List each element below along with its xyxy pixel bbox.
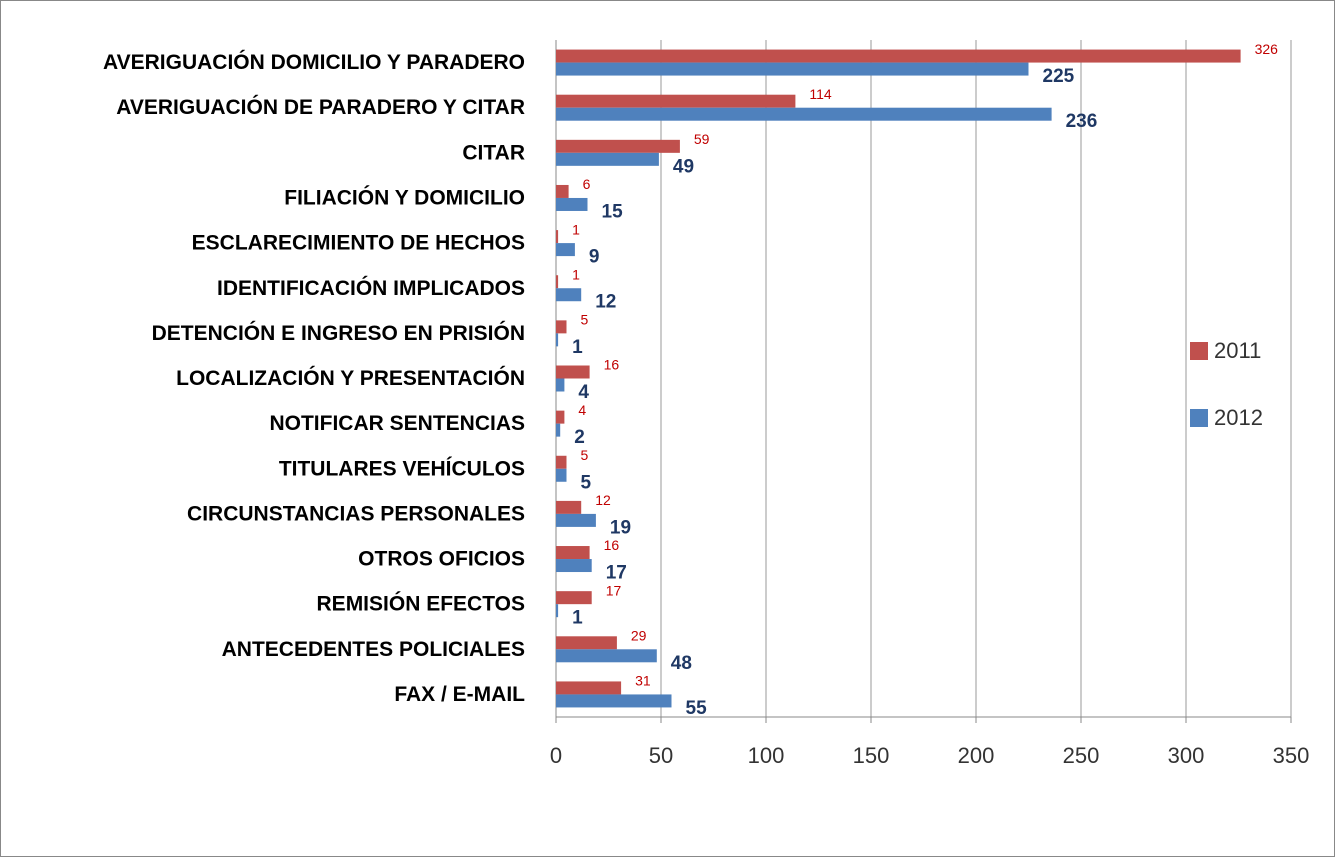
data-label: 1 [572,608,583,629]
bar [556,604,559,618]
data-label: 12 [595,492,611,508]
x-tick-label: 350 [1273,743,1310,768]
data-label: 225 [1043,66,1075,87]
bar [556,468,567,482]
bar [556,288,582,302]
bar [556,410,565,424]
data-label: 49 [673,156,694,177]
y-tick-label: FILIACIÓN Y DOMICILIO [284,186,525,210]
bar [556,423,561,437]
data-label: 15 [602,201,624,222]
legend-label: 2012 [1214,405,1263,430]
y-tick-label: FAX / E-MAIL [394,683,525,706]
data-label: 6 [583,176,591,192]
bar [556,513,596,527]
bar [556,546,590,560]
bar [556,243,575,257]
data-label: 59 [694,131,710,147]
bar [556,62,1029,76]
data-label: 19 [610,517,631,538]
data-label: 29 [631,628,647,644]
data-label: 5 [581,472,592,493]
data-label: 17 [606,582,622,598]
data-label: 236 [1066,111,1098,132]
bar [556,320,567,334]
data-label: 4 [578,382,589,403]
data-label: 114 [809,86,832,102]
y-tick-label: NOTIFICAR SENTENCIAS [269,412,525,435]
data-label: 5 [581,312,589,328]
bar [556,559,592,573]
y-tick-label: CIRCUNSTANCIAS PERSONALES [187,502,525,525]
data-label: 1 [572,221,580,237]
y-tick-label: ESCLARECIMIENTO DE HECHOS [192,232,525,255]
y-tick-label: LOCALIZACIÓN Y PRESENTACIÓN [176,366,525,390]
data-label: 16 [604,537,620,553]
x-tick-label: 0 [550,743,562,768]
bar [556,694,672,708]
y-tick-label: AVERIGUACIÓN DOMICILIO Y PARADERO [103,50,525,74]
bar [556,649,657,663]
bar [556,139,680,153]
bar [556,591,592,605]
legend-swatch [1190,342,1208,360]
bar [556,365,590,379]
bar [556,500,582,514]
legend-label: 2011 [1214,338,1261,363]
x-tick-label: 250 [1063,743,1100,768]
x-tick-label: 300 [1168,743,1205,768]
bar [556,333,559,347]
data-label: 9 [589,247,600,268]
data-label: 12 [595,292,616,313]
bar [556,49,1241,63]
x-tick-label: 150 [853,743,890,768]
y-tick-label: ANTECEDENTES POLICIALES [222,638,525,661]
data-label: 55 [686,698,708,719]
bar [556,94,796,108]
data-label: 31 [635,673,651,689]
data-label: 1 [572,266,580,282]
bar [556,455,567,469]
data-label: 4 [578,402,586,418]
x-tick-label: 100 [748,743,785,768]
data-label: 16 [604,357,620,373]
bar [556,378,565,392]
data-label: 2 [574,427,585,448]
x-tick-label: 50 [649,743,673,768]
data-label: 17 [606,563,627,584]
bar [556,152,659,166]
bar [556,636,617,650]
y-tick-label: TITULARES VEHÍCULOS [279,457,525,480]
y-tick-label: AVERIGUACIÓN DE PARADERO Y CITAR [116,95,525,119]
y-tick-label: REMISIÓN EFECTOS [317,592,525,616]
y-tick-label: CITAR [462,141,525,164]
bar [556,681,622,695]
bar [556,184,569,198]
y-tick-label: IDENTIFICACIÓN IMPLICADOS [217,276,525,300]
data-label: 326 [1255,41,1279,57]
data-label: 48 [671,653,692,674]
bar [556,107,1052,121]
data-label: 5 [581,447,589,463]
y-tick-label: DETENCIÓN E INGRESO EN PRISIÓN [152,321,525,345]
x-tick-label: 200 [958,743,995,768]
bar [556,230,559,244]
legend-swatch [1190,409,1208,427]
bar [556,197,588,211]
data-label: 1 [572,337,583,358]
y-tick-label: OTROS OFICIOS [358,548,525,571]
bar [556,275,559,289]
